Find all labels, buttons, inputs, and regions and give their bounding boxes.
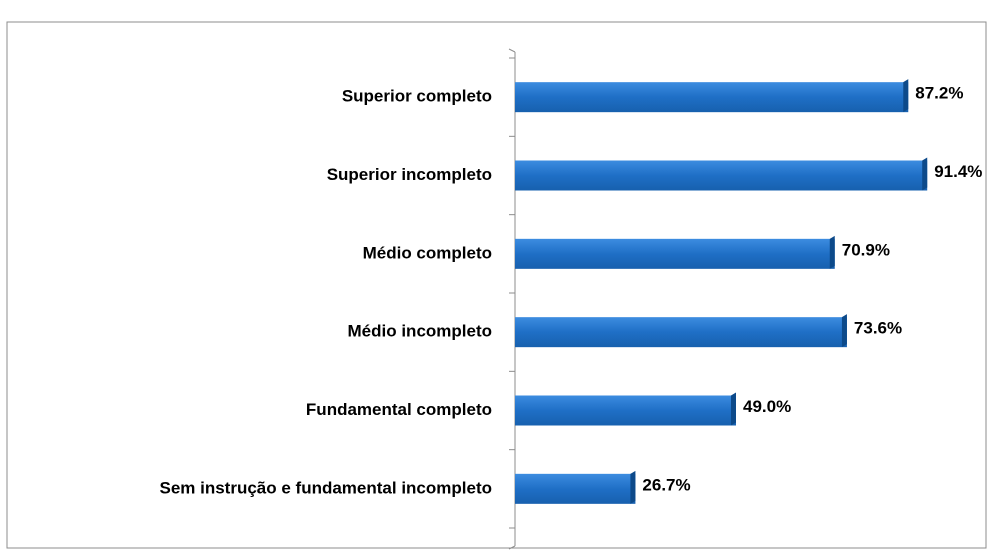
category-label: Superior completo <box>342 87 492 106</box>
bar <box>515 157 928 191</box>
value-label: 70.9% <box>842 240 890 259</box>
axis-end <box>508 545 516 550</box>
value-label: 91.4% <box>934 162 982 181</box>
value-label: 26.7% <box>642 475 690 494</box>
bar <box>515 79 909 113</box>
category-label: Sem instrução e fundamental incompleto <box>159 478 492 497</box>
bar <box>515 470 636 504</box>
category-label: Médio completo <box>363 243 492 262</box>
bar <box>515 235 835 269</box>
axis-end <box>508 48 516 53</box>
value-label: 73.6% <box>854 319 902 338</box>
bar <box>515 392 736 426</box>
category-label: Superior incompleto <box>327 165 492 184</box>
category-label: Médio incompleto <box>348 322 493 341</box>
value-label: 49.0% <box>743 397 791 416</box>
bar <box>515 314 847 348</box>
category-label: Fundamental completo <box>306 400 492 419</box>
value-label: 87.2% <box>915 84 963 103</box>
